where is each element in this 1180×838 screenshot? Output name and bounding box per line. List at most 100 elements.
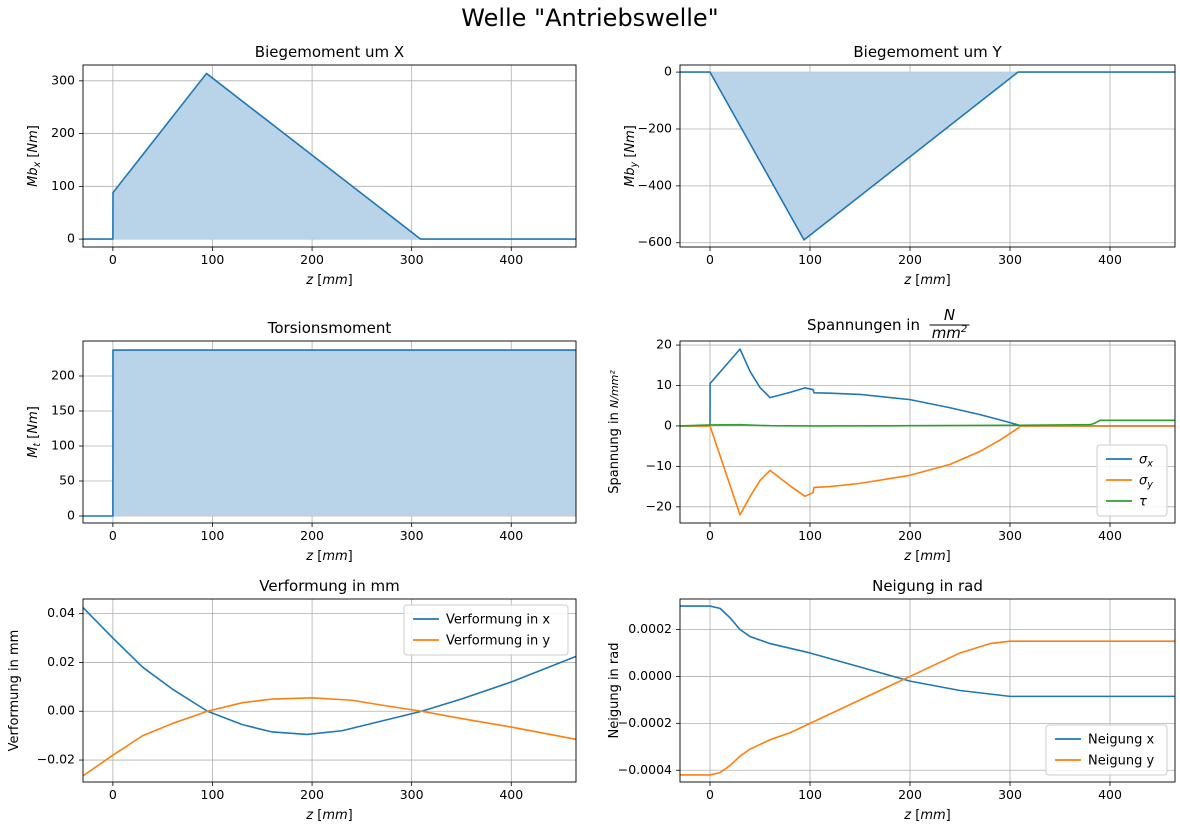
axes-frame xyxy=(679,598,1176,783)
y-tick-label: 100 xyxy=(51,438,75,453)
legend-label: Verformung in y xyxy=(446,634,550,649)
x-axis-label-bracket: [ xyxy=(911,549,920,564)
y-tick-label: 200 xyxy=(51,125,75,140)
x-axis-label-bracket-end: ] xyxy=(946,273,951,288)
title-frac-num: N xyxy=(944,306,955,324)
chart-title: Verformung in mm xyxy=(259,577,399,595)
x-axis-label: z [mm] xyxy=(903,808,950,823)
y-tick-label: 0.04 xyxy=(47,605,75,620)
y-axis-subscript: t xyxy=(32,442,43,447)
y-tick-label: 0.0002 xyxy=(628,621,672,636)
y-tick-label: 0 xyxy=(67,508,75,523)
y-tick-label: 50 xyxy=(59,473,75,488)
x-tick-label: 300 xyxy=(998,528,1022,543)
x-axis-label-bracket-end: ] xyxy=(348,273,353,288)
y-axis-label: Mbx [Nm] xyxy=(26,125,43,187)
x-axis-label-z: z xyxy=(305,808,314,823)
y-tick-label: 0 xyxy=(664,64,672,79)
series-line-0 xyxy=(82,606,577,736)
x-axis-label-bracket-end: ] xyxy=(348,549,353,564)
x-tick-label: 200 xyxy=(898,528,922,543)
x-tick-label: 200 xyxy=(300,528,324,543)
y-axis-unit: Nm xyxy=(26,411,41,433)
x-axis-label-bracket: [ xyxy=(911,273,920,288)
x-axis-label-z: z xyxy=(305,273,314,288)
x-axis-label: z [mm] xyxy=(305,273,352,288)
legend-subscript: x xyxy=(1146,459,1153,470)
x-tick-label: 400 xyxy=(499,252,523,267)
x-axis-label-bracket: [ xyxy=(911,808,920,823)
y-axis-label: Mby [Nm] xyxy=(623,125,640,187)
x-axis-label-bracket-end: ] xyxy=(348,808,353,823)
y-tick-label: −400 xyxy=(638,177,672,192)
x-tick-label: 0 xyxy=(706,787,714,802)
x-tick-label: 300 xyxy=(400,528,424,543)
y-axis-bracket: [ xyxy=(623,153,638,162)
x-axis-label: z [mm] xyxy=(903,549,950,564)
x-axis-label-bracket: [ xyxy=(313,808,322,823)
x-axis-label-bracket-end: ] xyxy=(946,549,951,564)
x-tick-label: 300 xyxy=(998,252,1022,267)
chart-biegemoment-x: 0 100 200 300 400 0 100 200 300 Biegemoment um X z… xyxy=(26,43,577,288)
y-tick-label: −0.02 xyxy=(37,752,75,767)
y-axis-symbol: Mb xyxy=(26,167,41,186)
y-tick-label: 0 xyxy=(664,417,672,432)
chart-title: Biegemoment um Y xyxy=(853,43,1002,61)
x-tick-label: 400 xyxy=(1098,252,1122,267)
y-axis-label: Mt [Nm] xyxy=(26,406,43,458)
chart-title: Torsionsmoment xyxy=(267,319,392,337)
y-tick-label: −200 xyxy=(638,120,672,135)
x-tick-label: 400 xyxy=(499,528,523,543)
chart-torsionsmoment: 0 100 200 300 400 0 50 100 150 200 Torsionsmoment z… xyxy=(26,319,577,564)
x-tick-label: 400 xyxy=(1098,528,1122,543)
y-tick-label: −0.0004 xyxy=(618,762,672,777)
x-axis-label-z: z xyxy=(903,273,912,288)
y-axis-text: Spannung in xyxy=(607,408,622,494)
y-axis-bracket: [ xyxy=(26,434,41,443)
chart-title: Biegemoment um X xyxy=(255,43,404,61)
x-tick-label: 400 xyxy=(1098,787,1122,802)
y-tick-label: 0.0000 xyxy=(628,668,672,683)
y-tick-label: 20 xyxy=(656,337,672,352)
x-axis-label-bracket: [ xyxy=(313,273,322,288)
x-tick-label: 300 xyxy=(400,787,424,802)
y-axis-label: Spannung in N/mm² xyxy=(607,370,622,494)
legend-subscript: y xyxy=(1146,480,1153,491)
axes-frame xyxy=(82,64,577,248)
y-tick-label: 100 xyxy=(51,178,75,193)
chart-neigung: 0 100 200 300 400 0.0002 0.0000 −0.0002 −0.0004 N… xyxy=(607,577,1176,823)
legend-label: σy xyxy=(1139,474,1153,491)
x-axis-label-unit: mm xyxy=(322,273,347,288)
legend-symbol: σ xyxy=(1139,453,1148,468)
axes-frame xyxy=(679,64,1176,248)
chart-title: Neigung in rad xyxy=(872,577,983,595)
x-tick-label: 300 xyxy=(998,787,1022,802)
x-axis-label-unit: mm xyxy=(920,808,945,823)
chart-biegemoment-y: 0 100 200 300 400 0 −200 −400 −600 Biegemoment um… xyxy=(623,43,1176,288)
chart-title-text: Spannungen in xyxy=(807,316,920,334)
y-axis-unit: Nm xyxy=(623,130,638,152)
y-tick-label: −20 xyxy=(646,498,672,513)
y-axis-subscript: x xyxy=(32,161,43,168)
series-line-0 xyxy=(680,71,1175,241)
x-axis-label-unit: mm xyxy=(322,549,347,564)
x-tick-label: 200 xyxy=(300,252,324,267)
y-tick-label: 150 xyxy=(51,403,75,418)
y-tick-label: 0 xyxy=(67,231,75,246)
y-tick-label: −600 xyxy=(638,234,672,249)
x-axis-label-z: z xyxy=(903,808,912,823)
y-axis-bracket: [ xyxy=(26,153,41,162)
legend-box xyxy=(1045,724,1168,776)
legend-label: σx xyxy=(1139,453,1153,470)
x-axis-label-bracket-end: ] xyxy=(946,808,951,823)
series-line-1 xyxy=(680,640,1175,776)
x-axis-label: z [mm] xyxy=(903,273,950,288)
x-axis-label-z: z xyxy=(305,549,314,564)
x-tick-label: 0 xyxy=(706,528,714,543)
y-tick-label: −10 xyxy=(646,458,672,473)
y-axis-subscript: y xyxy=(629,161,640,168)
area-fill xyxy=(83,350,576,516)
legend: Neigung x Neigung y xyxy=(1045,724,1168,776)
